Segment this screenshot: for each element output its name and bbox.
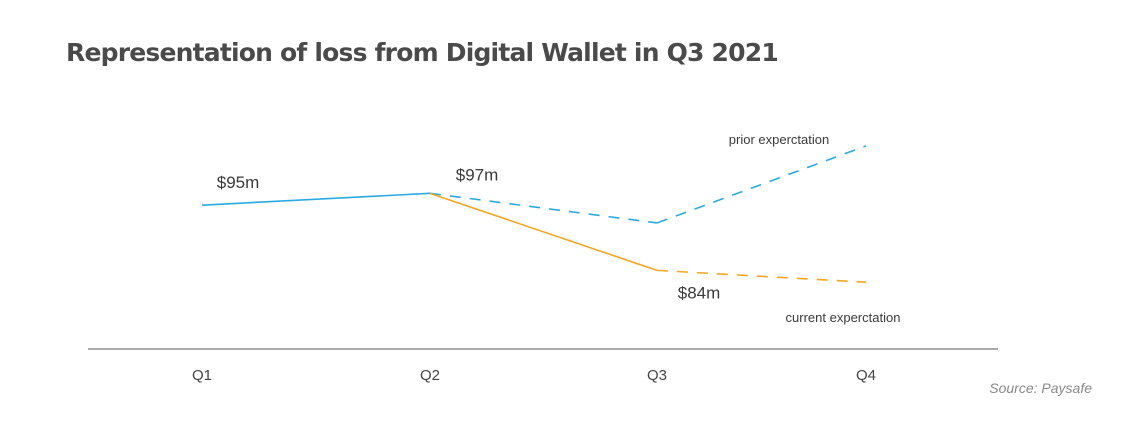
series-segment-solid-0 xyxy=(201,192,431,206)
series-name-label: current experctation xyxy=(786,310,901,325)
x-tick-label: Q1 xyxy=(192,367,212,384)
chart-title: Representation of loss from Digital Wall… xyxy=(66,38,779,67)
series-segment-dashed-0 xyxy=(656,145,867,224)
series-segment-dashed-1 xyxy=(656,269,867,284)
x-tick-label: Q3 xyxy=(647,367,667,384)
data-label: $97m xyxy=(456,165,499,184)
series-name-label: prior experctation xyxy=(729,132,829,147)
series-segment-solid-1 xyxy=(429,192,658,272)
data-label: $84m xyxy=(678,283,721,302)
data-label: $95m xyxy=(217,173,260,192)
source-note: Source: Paysafe xyxy=(989,380,1092,396)
x-tick-label: Q4 xyxy=(856,367,876,384)
x-tick-label: Q2 xyxy=(420,367,440,384)
series-segment-dashed-0 xyxy=(429,192,658,224)
